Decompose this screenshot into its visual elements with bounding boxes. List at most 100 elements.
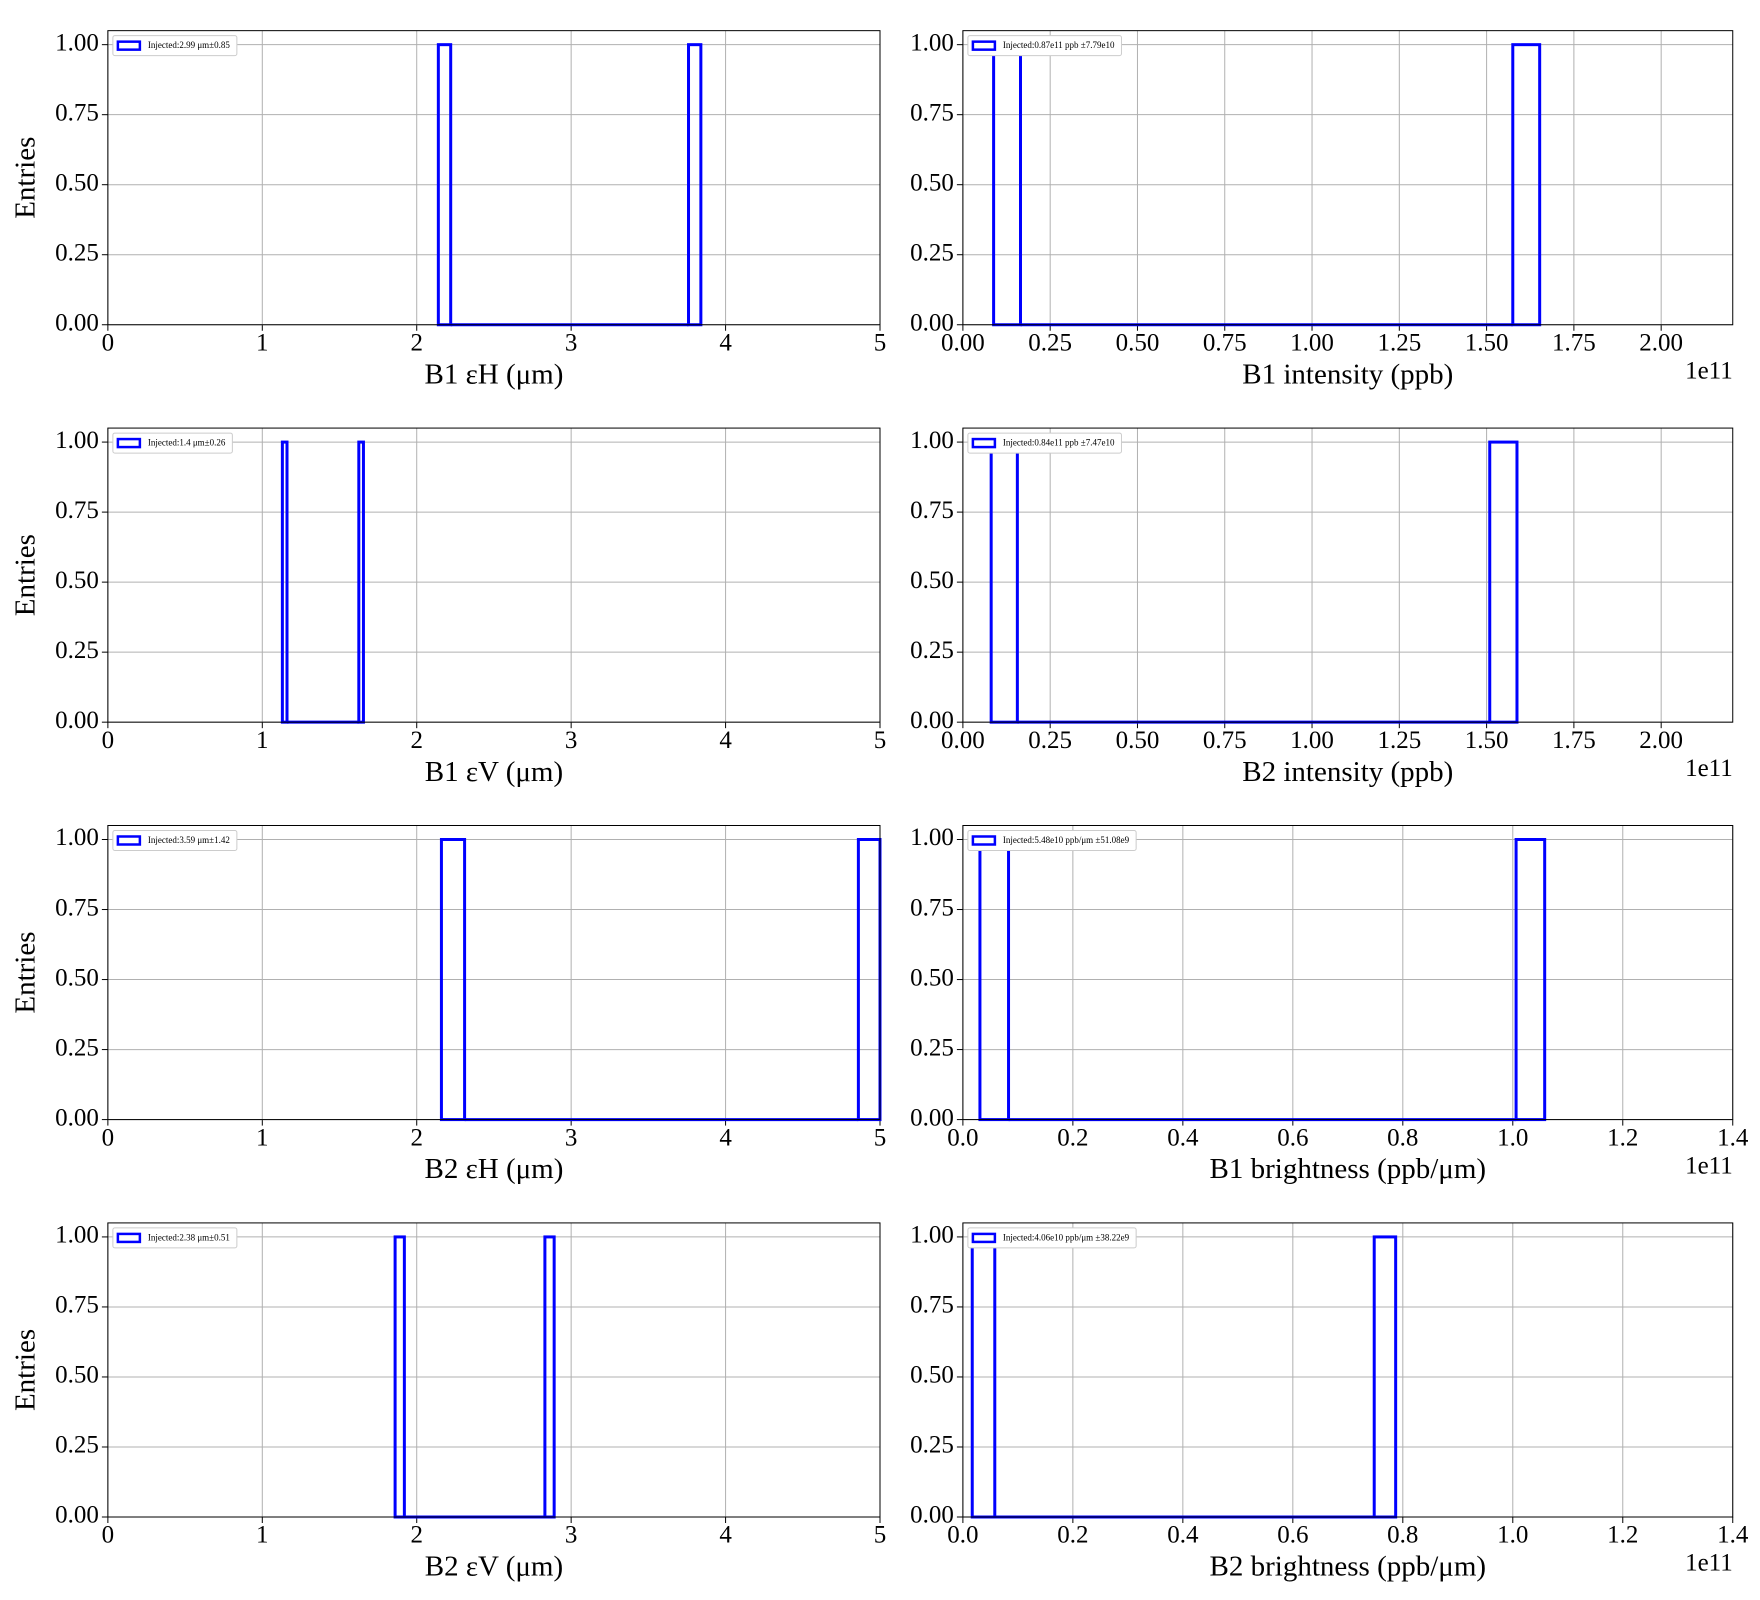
- x-tick-label: 1.75: [1552, 329, 1596, 356]
- y-tick-label: 0.50: [55, 1362, 99, 1389]
- x-tick-label: 1.00: [1290, 727, 1334, 754]
- x-axis-label: B1 εV (μm): [425, 756, 563, 788]
- y-tick-label: 0.75: [55, 894, 99, 921]
- legend-box: [967, 829, 1137, 851]
- axes-frame: [962, 427, 1734, 723]
- y-tick-label: 0.25: [910, 239, 954, 266]
- legend-box: [967, 35, 1122, 57]
- legend: Injected:3.59 μm±1.42: [112, 829, 238, 851]
- legend-label: Injected:5.48e10 ppb/μm ±51.08e9: [1003, 835, 1130, 845]
- histogram-panel: 0.0 0.2 0.4 0.6 0.8 1.0 1.2 1.4 0.00 0.25 0.50 0.75…: [910, 1222, 1749, 1583]
- legend-label: Injected:2.38 μm±0.51: [148, 1232, 230, 1242]
- y-tick-label: 0.25: [55, 637, 99, 664]
- x-tick-label: 0.50: [1116, 727, 1160, 754]
- x-tick-label: 3: [565, 727, 578, 754]
- x-axis-label: B1 intensity (ppb): [1242, 358, 1453, 390]
- x-axis-label: B2 εH (μm): [424, 1153, 563, 1185]
- y-tick-label: 0.50: [55, 169, 99, 196]
- legend-swatch: [116, 1232, 142, 1244]
- histogram-panel: 0.00 0.25 0.50 0.75 1.00 1.25 1.50 1.75 2.00 0.00…: [910, 29, 1734, 390]
- legend-swatch: [971, 40, 997, 51]
- histogram-panel: 0 1 2 3 4 5 0.00 0.25 0.50 0.75 1.00 B2 εH (μm) Entr…: [10, 824, 887, 1185]
- legend-label: Injected:0.84e11 ppb ±7.47e10: [1003, 438, 1115, 448]
- x-tick-label: 1.25: [1377, 329, 1421, 356]
- legend: Injected:0.87e11 ppb ±7.79e10: [967, 35, 1122, 57]
- legend-swatch: [971, 835, 997, 846]
- x-tick-label: 1.4: [1717, 1522, 1749, 1549]
- x-tick-label: 0.8: [1387, 1124, 1418, 1151]
- y-tick-label: 1.00: [55, 29, 99, 56]
- x-axis-label: B2 εV (μm): [425, 1551, 563, 1583]
- y-tick-label: 0.75: [910, 1292, 954, 1319]
- x-tick-label: 3: [565, 1522, 578, 1549]
- x-tick-label: 0: [102, 1522, 115, 1549]
- x-tick-label: 1: [256, 329, 269, 356]
- y-tick-label: 1.00: [910, 824, 954, 851]
- histogram-panel: 0 1 2 3 4 5 0.00 0.25 0.50 0.75 1.00 B1 εH (μm) Entr…: [10, 29, 887, 390]
- x-offset-label: 1e11: [1685, 1152, 1733, 1179]
- y-tick-label: 0.75: [910, 99, 954, 126]
- histogram-panel: 0.0 0.2 0.4 0.6 0.8 1.0 1.2 1.4 0.00 0.25 0.50 0.75…: [910, 824, 1749, 1185]
- x-tick-label: 5: [874, 727, 887, 754]
- y-tick-label: 0.50: [910, 169, 954, 196]
- y-tick-label: 1.00: [55, 1222, 99, 1249]
- legend: Injected:1.4 μm±0.26: [112, 432, 233, 454]
- x-tick-label: 5: [874, 1522, 887, 1549]
- x-tick-label: 1.75: [1552, 727, 1596, 754]
- x-tick-label: 0.6: [1277, 1522, 1308, 1549]
- x-tick-label: 0.2: [1057, 1124, 1088, 1151]
- x-tick-label: 0.2: [1057, 1522, 1088, 1549]
- x-tick-label: 0.6: [1277, 1124, 1308, 1151]
- x-tick-label: 0.25: [1028, 727, 1072, 754]
- x-tick-label: 0: [102, 727, 115, 754]
- legend-label: Injected:1.4 μm±0.26: [148, 438, 226, 448]
- y-tick-label: 1.00: [910, 29, 954, 56]
- x-tick-label: 5: [874, 329, 887, 356]
- x-tick-label: 2: [410, 1522, 423, 1549]
- legend-box: [967, 1227, 1137, 1249]
- y-axis-label: Entries: [10, 137, 42, 219]
- x-tick-label: 1: [256, 1522, 269, 1549]
- legend: Injected:2.38 μm±0.51: [112, 1227, 238, 1249]
- histogram-panel: 0.00 0.25 0.50 0.75 1.00 1.25 1.50 1.75 2.00 0.00…: [910, 427, 1734, 788]
- legend-label: Injected:3.59 μm±1.42: [148, 835, 230, 845]
- y-tick-label: 0.75: [55, 497, 99, 524]
- y-tick-label: 1.00: [910, 1222, 954, 1249]
- x-tick-label: 1.4: [1717, 1124, 1749, 1151]
- x-tick-label: 0.00: [941, 727, 985, 754]
- y-tick-label: 0.25: [910, 1432, 954, 1459]
- y-tick-label: 0.00: [910, 1104, 954, 1131]
- legend-box: [112, 829, 238, 851]
- axes-frame: [962, 1222, 1734, 1518]
- legend-swatch: [116, 40, 142, 51]
- y-tick-label: 0.25: [910, 637, 954, 664]
- y-tick-label: 0.50: [55, 964, 99, 991]
- y-tick-label: 0.25: [55, 239, 99, 266]
- x-tick-label: 1.00: [1290, 329, 1334, 356]
- x-tick-label: 2: [410, 329, 423, 356]
- x-tick-label: 1.50: [1465, 329, 1509, 356]
- x-tick-label: 1.0: [1497, 1124, 1528, 1151]
- legend-swatch: [971, 437, 997, 449]
- x-tick-label: 2.00: [1639, 329, 1683, 356]
- y-axis-label: Entries: [10, 534, 42, 616]
- y-tick-label: 0.00: [55, 309, 99, 336]
- legend-box: [112, 1227, 238, 1249]
- y-tick-label: 0.75: [55, 1292, 99, 1319]
- x-tick-label: 0.00: [941, 329, 985, 356]
- x-tick-label: 0.4: [1167, 1522, 1199, 1549]
- y-axis-label: Entries: [10, 1329, 42, 1411]
- y-tick-label: 1.00: [55, 427, 99, 454]
- legend-swatch: [116, 437, 142, 449]
- histogram-panel: 0 1 2 3 4 5 0.00 0.25 0.50 0.75 1.00 B1 εV (μm) Entr…: [10, 427, 887, 788]
- x-axis-label: B2 intensity (ppb): [1242, 756, 1453, 788]
- legend-label: Injected:4.06e10 ppb/μm ±38.22e9: [1003, 1232, 1130, 1242]
- y-tick-label: 0.50: [910, 567, 954, 594]
- y-tick-label: 0.25: [55, 1432, 99, 1459]
- x-tick-label: 4: [719, 727, 732, 754]
- y-tick-label: 0.50: [55, 567, 99, 594]
- y-tick-label: 0.75: [55, 99, 99, 126]
- legend-label: Injected:2.99 μm±0.85: [148, 40, 230, 50]
- y-tick-label: 1.00: [55, 824, 99, 851]
